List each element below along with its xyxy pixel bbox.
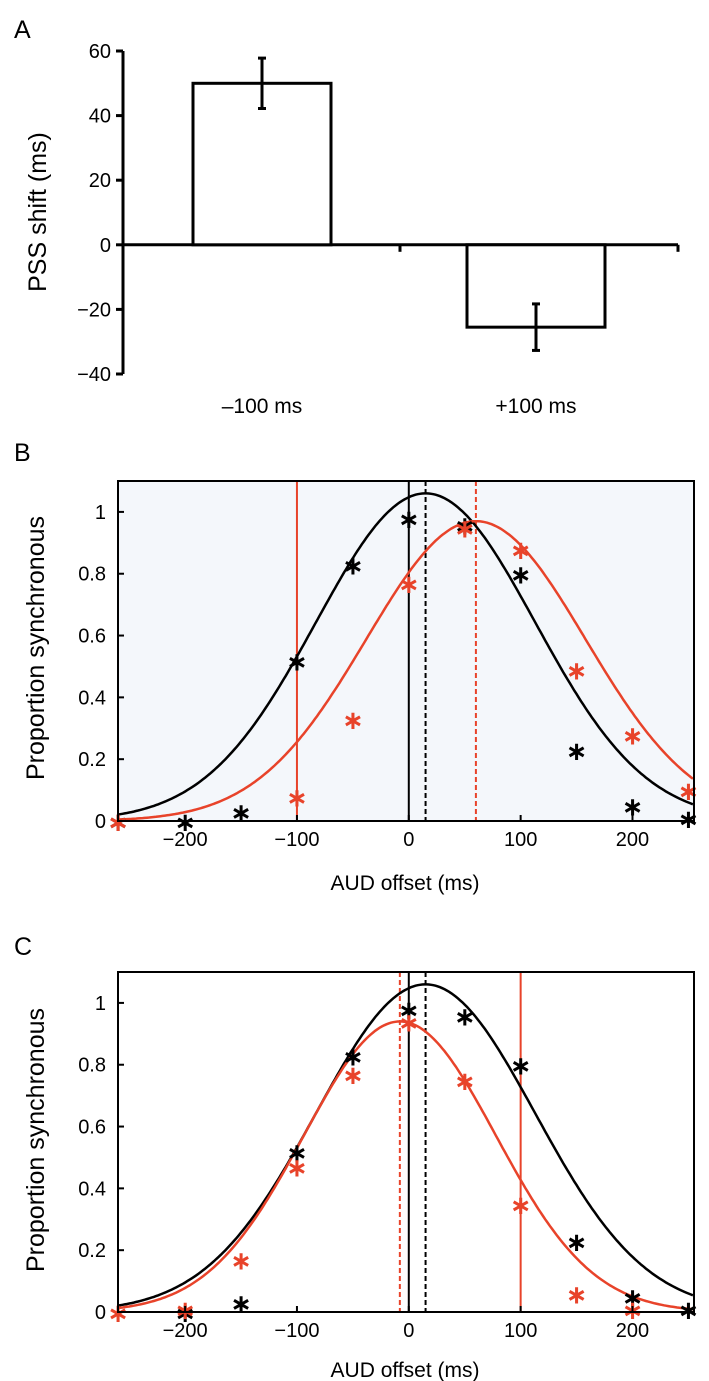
data-point: ∗ (230, 1245, 252, 1275)
panel-a-y-tick-label: −20 (77, 299, 111, 321)
x-tick-label: −200 (163, 1320, 208, 1342)
panel-a-y-tick-label: 60 (89, 41, 111, 63)
fit-curve (118, 1020, 694, 1311)
data-point: ∗ (398, 569, 420, 599)
panel-a-plot: 60 40 20 0 −20 −40 –100 ms +100 ms (77, 41, 680, 418)
data-point: ∗ (286, 1153, 308, 1183)
data-point: ∗ (510, 535, 532, 565)
plot-frame (117, 971, 695, 1313)
data-point: ∗ (342, 550, 364, 580)
data-point: ∗ (286, 782, 308, 812)
data-point: ∗ (398, 995, 420, 1025)
panel-c: C Proportion synchronous AUD offset (ms)… (14, 933, 699, 1381)
data-point: ∗ (678, 804, 700, 834)
fit-curve (118, 492, 694, 816)
y-tick-label: 0.6 (78, 626, 106, 648)
panel-letter-c: C (14, 933, 32, 961)
panel-a: A PSS shift (ms) 60 40 20 0 −20 −40 –100 ms +10… (14, 16, 680, 418)
data-point: ∗ (286, 646, 308, 676)
panel-letter-a: A (14, 16, 31, 44)
data-point: ∗ (230, 1289, 252, 1319)
panel-a-category-label: –100 ms (222, 395, 303, 418)
panel-b: B Proportion synchronous AUD offset (ms)… (14, 439, 699, 895)
data-point: ∗ (566, 656, 588, 686)
data-point: ∗ (566, 1279, 588, 1309)
panel-b-x-axis-label: AUD offset (ms) (331, 872, 480, 895)
data-point: ∗ (398, 1007, 420, 1037)
y-tick-label: 1 (95, 993, 106, 1015)
plot-area (118, 972, 694, 1312)
y-tick-label: 0.2 (78, 749, 106, 771)
x-tick-label: −100 (274, 829, 319, 851)
panel-b-y-axis-label: Proportion synchronous (22, 516, 50, 780)
panel-b-plot: ∗ ∗ ∗∗∗∗ ∗∗∗∗ ∗∗∗∗∗∗∗∗∗∗00.20.40.60.81−200 −1… (78, 480, 700, 851)
panel-a-y-tick-label: 0 (100, 235, 111, 257)
panel-a-y-tick-label: −40 (77, 364, 111, 386)
fit-curve (118, 519, 694, 821)
panel-a-y-tick-label: 20 (89, 170, 111, 192)
data-point: ∗ (454, 510, 476, 540)
data-point: ∗ (622, 720, 644, 750)
data-point: ∗ (566, 736, 588, 766)
panel-a-category-label: +100 ms (495, 395, 576, 418)
data-point: ∗ (230, 798, 252, 828)
panel-c-y-axis-label: Proportion synchronous (22, 1008, 50, 1272)
panel-c-x-axis-label: AUD offset (ms) (331, 1359, 480, 1381)
data-point: ∗ (678, 1295, 700, 1325)
plot-frame (117, 480, 695, 822)
data-point: ∗ (286, 1137, 308, 1167)
y-tick-label: 0.8 (78, 1055, 106, 1077)
x-tick-label: 100 (504, 1320, 537, 1342)
data-point: ∗ (510, 1051, 532, 1081)
x-tick-label: −200 (163, 829, 208, 851)
panel-a-y-axis-label: PSS shift (ms) (24, 132, 52, 292)
y-tick-label: 0.8 (78, 564, 106, 586)
x-tick-label: 200 (616, 829, 649, 851)
data-point: ∗ (454, 513, 476, 543)
panel-a-y-tick-label: 40 (89, 106, 111, 128)
data-point: ∗ (566, 1227, 588, 1257)
plot-background (118, 481, 694, 821)
x-tick-label: 100 (504, 829, 537, 851)
x-tick-label: 200 (616, 1320, 649, 1342)
y-tick-label: 0 (95, 1302, 106, 1324)
panel-c-plot: ∗ ∗∗∗∗ ∗∗∗∗ ∗∗ ∗∗∗∗∗∗∗∗∗00.20.40.60.81−200 −1… (78, 971, 700, 1342)
y-tick-label: 0.6 (78, 1117, 106, 1139)
y-tick-label: 0 (95, 811, 106, 833)
plot-area (118, 481, 694, 821)
bar (191, 81, 333, 247)
data-point: ∗ (454, 1001, 476, 1031)
fit-curve (118, 983, 694, 1307)
panel-letter-b: B (14, 439, 31, 467)
data-point: ∗ (510, 560, 532, 590)
x-tick-label: −100 (274, 1320, 319, 1342)
plot-background (118, 972, 694, 1312)
y-tick-label: 1 (95, 502, 106, 524)
data-point: ∗ (510, 1190, 532, 1220)
data-point: ∗ (622, 792, 644, 822)
data-point: ∗ (398, 504, 420, 534)
data-point: ∗ (342, 1060, 364, 1090)
y-tick-label: 0.4 (78, 687, 106, 709)
x-tick-label: 0 (403, 829, 414, 851)
y-tick-label: 0.2 (78, 1240, 106, 1262)
data-point: ∗ (622, 1283, 644, 1313)
y-tick-label: 0.4 (78, 1178, 106, 1200)
data-point: ∗ (342, 1041, 364, 1071)
data-point: ∗ (678, 776, 700, 806)
x-tick-label: 0 (403, 1320, 414, 1342)
data-point: ∗ (454, 1066, 476, 1096)
data-point: ∗ (342, 705, 364, 735)
